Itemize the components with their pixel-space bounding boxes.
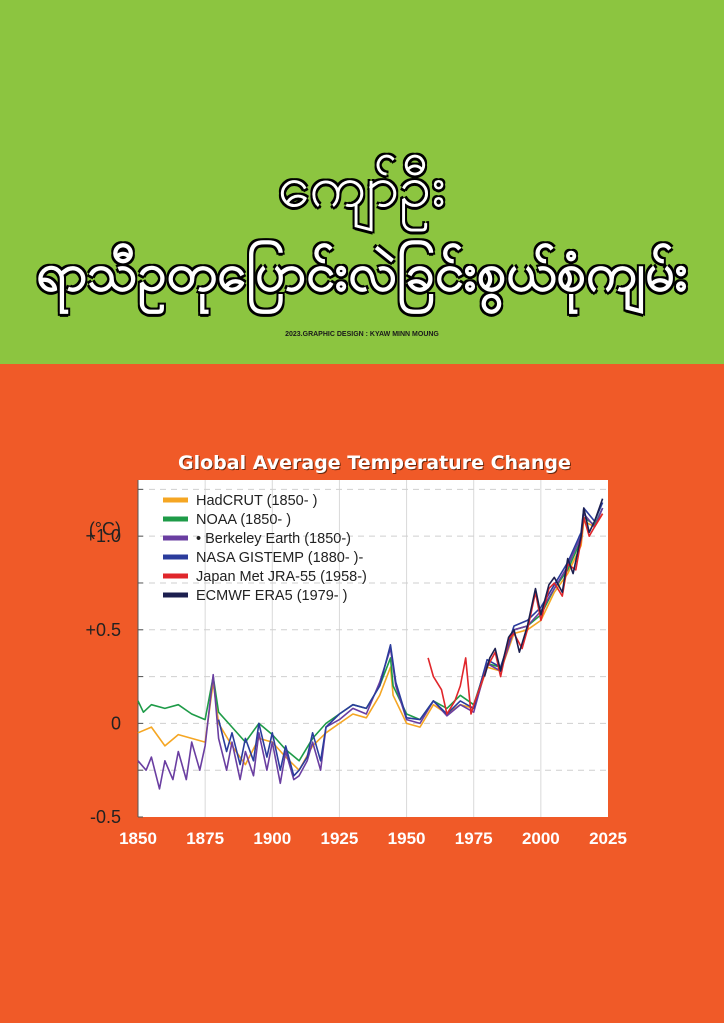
legend: HadCRUT (1850- ) NOAA (1850- ) • Berkeley … xyxy=(163,493,367,604)
x-tick-label: 1925 xyxy=(321,829,359,848)
series-line xyxy=(217,502,604,777)
legend-label: HadCRUT (1850- ) xyxy=(196,493,317,509)
design-credit: 2023.GRAPHIC DESIGN : KYAW MINN MOUNG xyxy=(285,331,439,338)
grid-lines xyxy=(138,480,608,817)
x-tick-label: 1900 xyxy=(253,829,291,848)
x-tick-label: 2000 xyxy=(522,829,560,848)
tick-labels: 1850 1875 1900 1925 1950 1975 2000 2025 -0.5 0 +0.… xyxy=(85,519,626,848)
legend-label: • Berkeley Earth (1850-) xyxy=(196,531,351,547)
chart-title: Global Average Temperature Change xyxy=(178,452,571,474)
x-tick-label: 2025 xyxy=(589,829,627,848)
legend-label: ECMWF ERA5 (1979- ) xyxy=(196,588,347,604)
y-tick-label: -0.5 xyxy=(90,807,121,827)
book-title: ရာသီဥတုပြောင်းလဲခြင်းစွယ်စုံကျမ်း xyxy=(36,243,688,303)
unit-label: (°C) xyxy=(89,519,121,539)
y-tick-label: +1.0 xyxy=(85,526,121,546)
author-title: ကျော်ဦး xyxy=(277,152,447,220)
series-line xyxy=(483,498,604,677)
legend-label: NOAA (1850- ) xyxy=(196,512,291,528)
series-lines xyxy=(137,498,604,790)
legend-label: NASA GISTEMP (1880- )- xyxy=(196,550,364,566)
x-tick-label: 1850 xyxy=(119,829,157,848)
y-tick-label: 0 xyxy=(111,713,121,733)
y-tick-label: +0.5 xyxy=(85,620,121,640)
x-tick-label: 1950 xyxy=(388,829,426,848)
top-band xyxy=(0,0,724,364)
series-line xyxy=(427,513,604,715)
x-tick-label: 1975 xyxy=(455,829,493,848)
legend-label: Japan Met JRA-55 (1958-) xyxy=(196,569,367,585)
series-line xyxy=(137,507,604,790)
x-tick-label: 1875 xyxy=(186,829,224,848)
